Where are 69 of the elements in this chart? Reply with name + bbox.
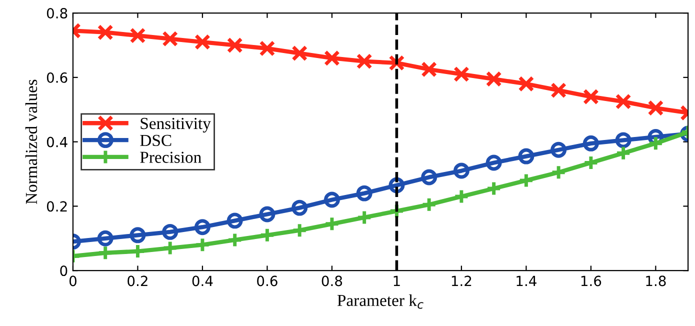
point <box>194 236 210 253</box>
x-tick-label: 1.2 <box>452 276 472 286</box>
point <box>486 71 502 88</box>
y-tick-label: 0.4 <box>46 136 68 148</box>
point <box>194 34 210 50</box>
legend-label: DSC <box>140 134 172 146</box>
point <box>453 162 470 179</box>
point <box>453 188 470 205</box>
point <box>582 88 599 105</box>
point <box>97 244 114 261</box>
point <box>324 50 340 66</box>
point <box>582 154 599 171</box>
point <box>550 82 567 98</box>
point <box>421 61 438 78</box>
point <box>194 219 210 236</box>
x-tick-label: 1.8 <box>646 276 666 286</box>
x-tick-label: 0.2 <box>128 276 148 286</box>
x-tick-label: 1 <box>394 276 400 286</box>
point <box>518 148 534 164</box>
legend-label: Precision <box>140 152 202 163</box>
point <box>162 30 178 47</box>
point <box>97 230 114 246</box>
legend-label: Sensitivity <box>140 118 211 133</box>
point <box>486 180 502 196</box>
y-axis-title: Normalized values <box>25 80 38 204</box>
point <box>518 172 534 188</box>
point <box>259 206 276 222</box>
point <box>648 135 664 152</box>
point <box>518 76 534 92</box>
point <box>226 232 243 248</box>
point <box>648 100 664 116</box>
point <box>226 37 243 54</box>
x-tick-label: 1.6 <box>581 276 602 286</box>
point <box>324 192 340 208</box>
point <box>615 145 632 162</box>
point <box>550 142 567 158</box>
y-tick-label: 0 <box>60 266 68 276</box>
point <box>324 216 340 232</box>
y-tick-label: 0.6 <box>46 72 68 83</box>
point <box>162 240 178 256</box>
point <box>615 132 632 148</box>
point <box>421 196 438 213</box>
point <box>130 227 146 244</box>
point <box>356 185 372 202</box>
x-tick-label: 1.4 <box>516 276 536 286</box>
point <box>292 200 308 216</box>
x-tick-label: 0.4 <box>192 276 213 286</box>
point <box>162 224 178 240</box>
point <box>97 24 114 40</box>
x-tick-label: 0.8 <box>322 276 342 286</box>
point <box>292 222 308 238</box>
x-tick-label: 0 <box>69 276 76 286</box>
point <box>356 53 372 70</box>
point <box>582 135 599 152</box>
point <box>292 45 308 62</box>
point <box>421 169 438 186</box>
point <box>130 28 146 44</box>
point <box>259 227 276 244</box>
y-tick-label: 0.2 <box>46 201 67 212</box>
x-tick-label: 0.6 <box>257 276 278 286</box>
point <box>486 154 502 171</box>
point <box>259 40 276 56</box>
y-tick-label: 0.8 <box>46 8 68 19</box>
point <box>356 209 372 226</box>
point <box>550 164 567 180</box>
point <box>453 66 470 82</box>
point <box>226 212 243 229</box>
x-axis-title: Parameter k$_{c}$ <box>337 294 424 309</box>
point <box>615 94 632 110</box>
